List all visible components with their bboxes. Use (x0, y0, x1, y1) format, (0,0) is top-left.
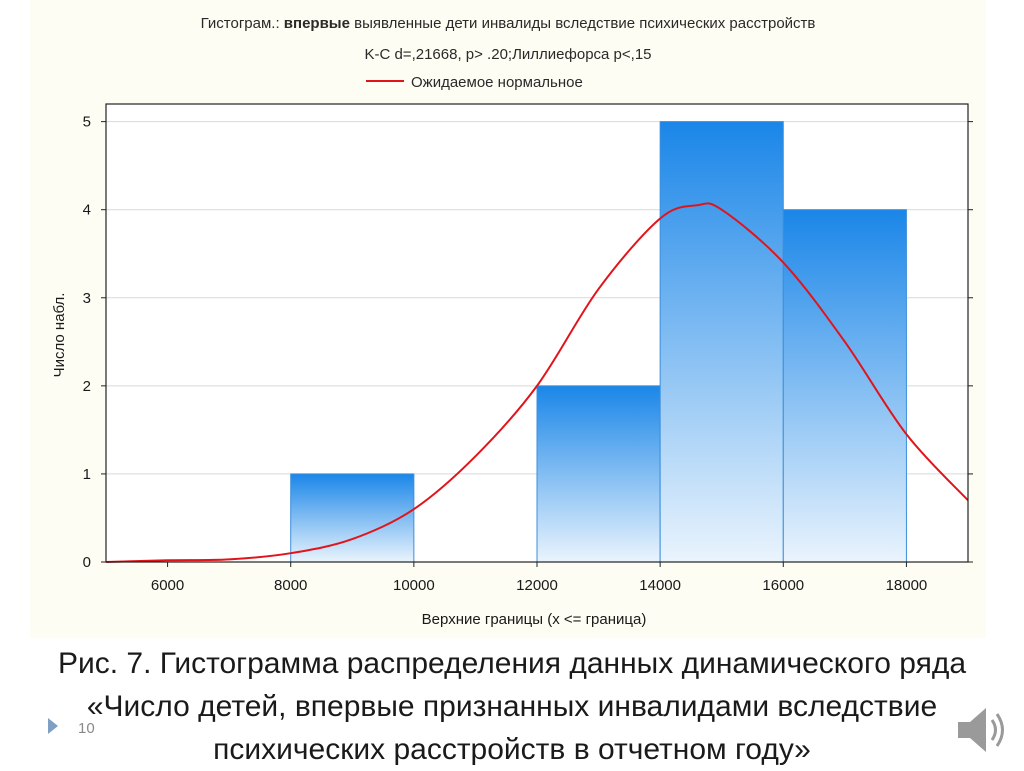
y-tick-label: 4 (83, 202, 91, 219)
legend-label: Ожидаемое нормальное (411, 74, 583, 91)
y-axis-label: Число набл. (51, 293, 68, 378)
y-tick-label: 1 (83, 466, 91, 483)
x-tick-label: 10000 (393, 577, 435, 594)
x-tick-label: 18000 (886, 577, 928, 594)
chart-subtitle: K-C d=,21668, p> .20;Лиллиефорса p<,15 (364, 46, 651, 63)
plot-frame (105, 103, 969, 563)
nav-arrow-icon[interactable] (48, 718, 58, 734)
speaker-icon[interactable] (952, 700, 1014, 760)
figure-caption: Рис. 7. Гистограмма распределения данных… (57, 647, 967, 766)
normal-curve-line (105, 202, 969, 563)
histogram-bar (536, 385, 661, 563)
bars (290, 121, 907, 563)
tick-labels: 6000 8000 10000 12000 14000 16000 18000 0 1 2 3 4 5 (83, 114, 973, 594)
legend: Ожидаемое нормальное (366, 74, 583, 91)
chart-title: Гистограм.: впервые выявленные дети инва… (201, 15, 816, 32)
chart-panel: Гистограм.: впервые выявленные дети инва… (30, 0, 986, 638)
y-tick-label: 3 (83, 290, 91, 307)
y-tick-label: 2 (83, 378, 91, 395)
histogram-bar (782, 209, 907, 563)
x-tick-label: 12000 (516, 577, 558, 594)
histogram-bar (659, 121, 784, 563)
normal-curve (105, 202, 969, 563)
slide-number: 10 (78, 720, 95, 737)
histogram-bar (290, 473, 415, 563)
x-tick-label: 14000 (639, 577, 681, 594)
x-tick-label: 16000 (762, 577, 804, 594)
y-tick-label: 5 (83, 114, 91, 131)
x-tick-label: 6000 (151, 577, 184, 594)
y-tick-label: 0 (83, 554, 91, 571)
histogram-chart: Гистограм.: впервые выявленные дети инва… (51, 15, 973, 628)
x-axis-label: Верхние границы (x <= граница) (422, 611, 647, 628)
x-tick-label: 8000 (274, 577, 307, 594)
